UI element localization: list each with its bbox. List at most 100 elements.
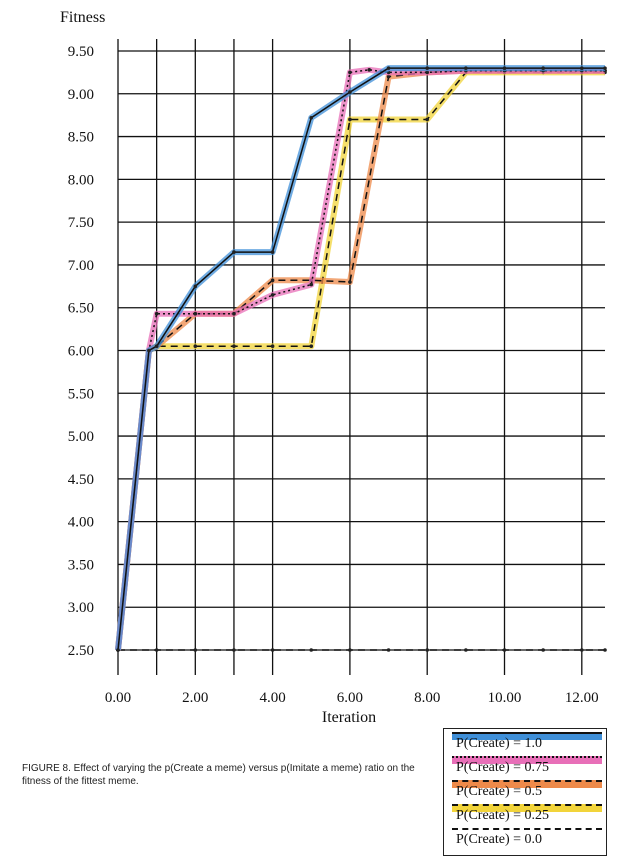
series-line [117,69,605,651]
data-point [386,74,391,79]
legend-item: P(Create) = 1.0 [444,729,606,753]
legend: P(Create) = 1.0 P(Create) = 0.75 P(Create)… [443,728,607,856]
data-point [232,648,236,652]
data-point [154,648,159,652]
y-tick-label: 4.50 [68,472,94,488]
data-point [309,115,314,120]
data-point [502,66,507,70]
data-point [425,70,430,75]
data-point [425,66,430,70]
legend-swatch [452,828,602,836]
y-tick-label: 2.50 [68,643,94,659]
legend-item: P(Create) = 0.75 [444,753,606,777]
x-tick-label: 2.00 [182,690,208,706]
y-tick-label: 8.00 [68,172,94,188]
x-tick-labels: 0.00 2.00 4.00 6.00 8.00 10.00 12.00 [105,690,599,706]
y-tick-label: 3.50 [68,557,94,573]
data-point [348,117,352,122]
legend-item: P(Create) = 0.25 [444,801,606,825]
fitness-chart: Fitness Iteration 2.50 3.00 3.50 4.00 4.50 5.… [60,9,607,726]
legend-label: P(Create) = 0.25 [456,808,550,823]
data-point [193,284,198,289]
data-point [386,648,391,652]
y-tick-label: 9.50 [68,44,94,60]
data-point [386,66,391,70]
x-axis-title: Iteration [322,709,376,726]
data-point [270,344,275,349]
legend-swatch [452,756,602,764]
series-line-band [115,66,605,651]
data-point [603,648,607,652]
legend-item: P(Create) = 0.0 [444,825,606,849]
series-line-band [115,67,605,651]
data-point [309,282,314,287]
x-tick-label: 12.00 [565,690,599,706]
data-point [502,648,507,652]
data-point [154,344,159,349]
x-tick-label: 0.00 [105,690,131,706]
series-line-band [115,65,605,651]
data-point [193,648,198,652]
data-point [348,280,352,284]
x-tick-label: 6.00 [337,690,363,706]
y-tick-label: 9.00 [68,87,94,103]
y-tick-label: 8.50 [68,130,94,146]
data-point [154,311,159,316]
data-point [464,648,468,652]
series-line-band [115,69,605,651]
data-point [270,250,275,254]
legend-swatch [452,780,602,788]
data-point [386,117,391,122]
data-point [147,348,151,353]
series-lines [115,65,607,652]
grid [117,39,605,675]
data-point [116,648,120,652]
y-axis-title: Fitness [60,9,105,26]
data-point [580,66,584,70]
y-tick-label: 6.50 [68,301,94,317]
legend-label: P(Create) = 1.0 [456,736,543,751]
legend-label: P(Create) = 0.75 [456,760,550,775]
y-tick-label: 7.00 [68,258,94,274]
x-tick-label: 8.00 [414,690,440,706]
data-point [425,648,430,652]
y-tick-label: 3.00 [68,600,94,616]
data-point [270,278,275,283]
data-point [541,648,545,652]
legend-item: P(Create) = 0.5 [444,777,606,801]
y-tick-label: 6.00 [68,344,94,360]
y-tick-label: 7.50 [68,215,94,231]
data-point [193,311,198,316]
legend-swatch [452,804,602,812]
x-tick-label: 4.00 [259,690,285,706]
data-point [309,648,314,652]
data-point [232,344,236,349]
data-point [603,66,607,70]
y-tick-label: 5.00 [68,429,94,445]
series-line [117,69,605,651]
data-point [580,648,584,652]
series-line [117,67,605,651]
data-point [309,344,314,349]
data-point [270,648,275,652]
data-point [367,68,372,72]
series-line [117,71,605,651]
data-point [348,70,352,75]
data-point [425,117,430,122]
x-tick-label: 10.00 [488,690,522,706]
legend-label: P(Create) = 0.5 [456,784,543,799]
data-point [232,250,236,254]
data-point [541,66,545,70]
legend-swatch [452,732,602,740]
legend-label: P(Create) = 0.0 [456,832,543,847]
data-point [193,344,198,349]
data-point [464,66,468,70]
data-point [348,90,352,94]
y-tick-label: 5.50 [68,386,94,402]
y-tick-label: 4.00 [68,515,94,531]
y-tick-labels: 2.50 3.00 3.50 4.00 4.50 5.00 5.50 6.00 6.50 7.00… [68,44,94,659]
data-point [232,311,236,316]
data-point [348,648,352,652]
data-point [270,293,275,297]
figure-caption: FIGURE 8. Effect of varying the p(Create… [22,763,415,787]
